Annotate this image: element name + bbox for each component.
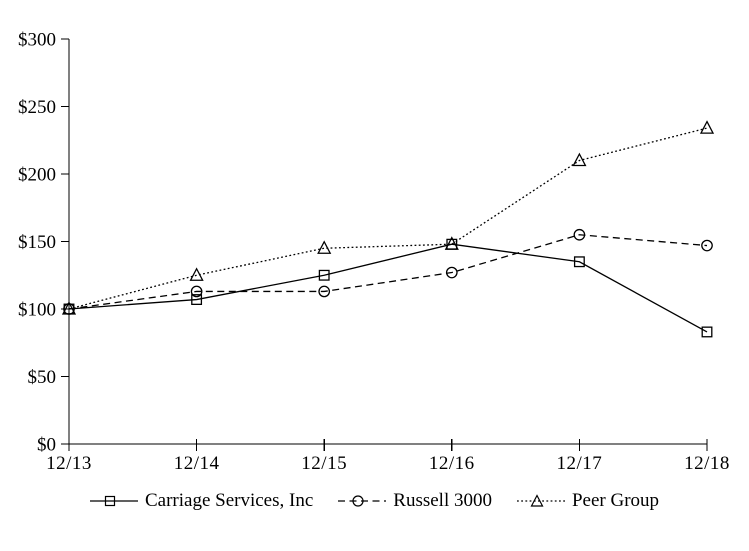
dashed-line-circle-marker-icon [338, 495, 387, 507]
legend-label-carriage-services: Carriage Services, Inc [144, 490, 314, 511]
chart-legend: Carriage Services, Inc Russell 3000 Peer… [0, 490, 749, 512]
x-tick-label: 12/15 [301, 453, 347, 474]
data-point-circle-russell-3000 [445, 266, 458, 279]
y-tick-label: $250 [18, 97, 56, 118]
data-point-square-carriage-services-inc [701, 326, 713, 338]
legend-label-russell-3000: Russell 3000 [393, 490, 492, 511]
legend-item-peer-group: Peer Group [516, 490, 660, 512]
data-point-triangle-peer-group [444, 236, 459, 250]
y-tick-label: $150 [18, 232, 56, 253]
y-tick-label: $100 [18, 300, 56, 321]
x-tick-label: 12/18 [684, 453, 730, 474]
y-tick-label: $300 [18, 30, 56, 51]
series-line-peer-group [68, 127, 708, 310]
series-line-carriage-services-inc [68, 243, 708, 333]
x-tick-label: 12/13 [46, 453, 92, 474]
data-point-square-carriage-services-inc [573, 256, 585, 268]
y-tick-label: $0 [37, 435, 56, 456]
data-point-circle-russell-3000 [573, 228, 586, 241]
solid-line-square-marker-icon [89, 495, 138, 507]
data-point-square-carriage-services-inc [191, 294, 203, 306]
data-point-triangle-peer-group [317, 240, 332, 254]
legend-item-russell-3000: Russell 3000 [338, 490, 492, 512]
data-point-triangle-peer-group [61, 301, 77, 315]
data-point-circle-russell-3000 [701, 239, 713, 252]
chart-plot-area: $0 $50 $100 $150 $200 $250 $300 12/13 12/14 12/15… [18, 30, 730, 475]
dotted-line-triangle-marker-icon [516, 494, 565, 507]
y-tick-label: $200 [18, 165, 56, 186]
data-point-triangle-peer-group [699, 120, 715, 134]
legend-item-carriage-services: Carriage Services, Inc [89, 490, 314, 512]
data-point-triangle-peer-group [572, 152, 587, 167]
legend-label-peer-group: Peer Group [571, 490, 660, 511]
data-point-square-carriage-services-inc [318, 269, 330, 281]
x-tick-label: 12/14 [174, 453, 220, 474]
x-tick-label: 12/16 [429, 453, 475, 474]
x-tick-label: 12/17 [557, 453, 603, 474]
y-tick-label: $50 [28, 367, 57, 388]
series-line-russell-3000 [68, 234, 708, 310]
data-point-circle-russell-3000 [190, 285, 203, 298]
data-point-triangle-peer-group [189, 267, 204, 281]
data-point-circle-russell-3000 [318, 285, 331, 298]
